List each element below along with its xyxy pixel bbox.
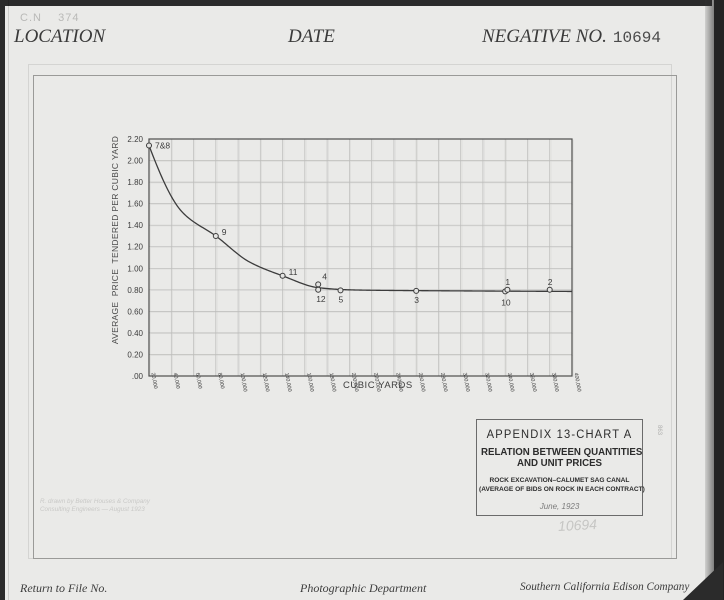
svg-text:3: 3 — [414, 295, 419, 305]
svg-text:2: 2 — [548, 277, 553, 287]
svg-text:200,000: 200,000 — [350, 372, 359, 392]
svg-text:1.60: 1.60 — [127, 200, 143, 209]
svg-text:1.40: 1.40 — [127, 221, 143, 230]
svg-text:40,000: 40,000 — [172, 372, 181, 389]
svg-text:280,000: 280,000 — [439, 372, 448, 392]
svg-text:0.20: 0.20 — [127, 351, 143, 360]
svg-text:2.00: 2.00 — [127, 157, 143, 166]
svg-text:11: 11 — [289, 267, 298, 277]
svg-text:320,000: 320,000 — [483, 372, 492, 392]
svg-text:360,000: 360,000 — [528, 372, 537, 392]
svg-text:0.40: 0.40 — [127, 329, 143, 338]
svg-text:100,000: 100,000 — [239, 372, 248, 392]
svg-text:140,000: 140,000 — [283, 372, 292, 392]
svg-text:1.00: 1.00 — [127, 264, 143, 273]
svg-text:5: 5 — [339, 294, 344, 304]
svg-text:20,000: 20,000 — [150, 372, 159, 389]
svg-text:380,000: 380,000 — [550, 372, 559, 392]
svg-text:260,000: 260,000 — [417, 372, 426, 392]
svg-text:2.20: 2.20 — [127, 135, 143, 144]
svg-text:160,000: 160,000 — [305, 372, 314, 392]
svg-text:80,000: 80,000 — [216, 372, 225, 389]
svg-text:0.60: 0.60 — [127, 307, 143, 316]
svg-text:10: 10 — [501, 297, 511, 307]
svg-text:12: 12 — [316, 294, 326, 304]
svg-text:240,000: 240,000 — [394, 372, 403, 392]
svg-text:1: 1 — [505, 277, 510, 287]
svg-text:0.80: 0.80 — [127, 286, 143, 295]
svg-text:1.80: 1.80 — [127, 178, 143, 187]
svg-text:7&8: 7&8 — [155, 141, 170, 151]
svg-text:.00: .00 — [132, 372, 144, 381]
svg-text:400,000: 400,000 — [573, 372, 582, 392]
svg-text:180,000: 180,000 — [328, 372, 337, 392]
svg-text:9: 9 — [222, 227, 227, 237]
svg-text:300,000: 300,000 — [461, 372, 470, 392]
svg-text:120,000: 120,000 — [261, 372, 270, 392]
svg-text:1.20: 1.20 — [127, 243, 143, 252]
svg-text:340,000: 340,000 — [506, 372, 515, 392]
svg-text:220,000: 220,000 — [372, 372, 381, 392]
svg-text:4: 4 — [322, 271, 327, 281]
svg-text:60,000: 60,000 — [194, 372, 203, 389]
